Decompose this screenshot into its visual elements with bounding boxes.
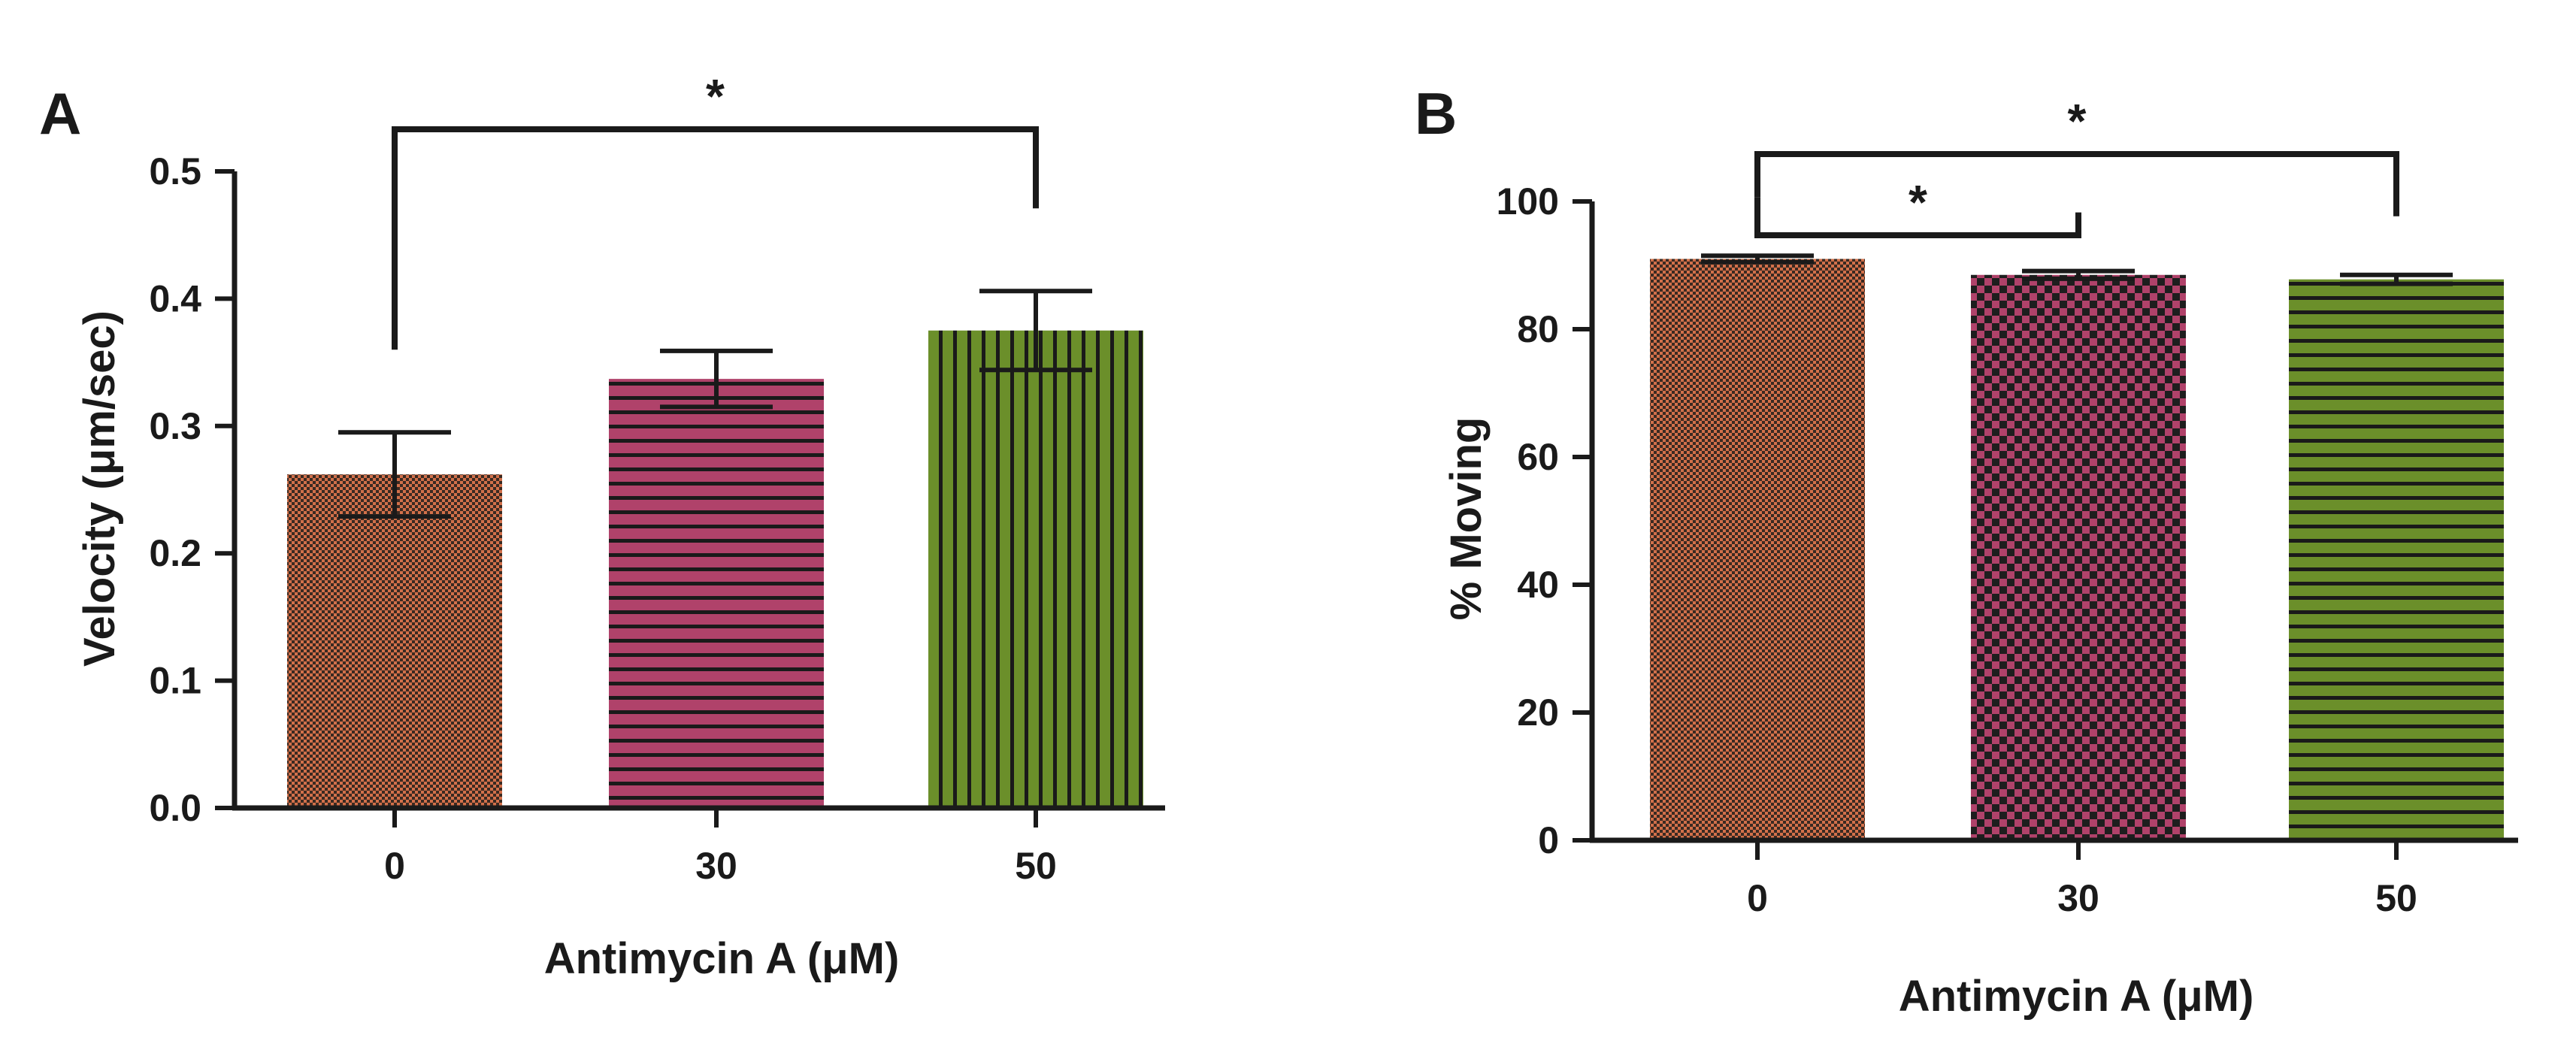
panel-b-letter: B <box>1415 80 1457 147</box>
y-tick-label: 80 <box>1517 308 1559 350</box>
significance-star: * <box>706 69 725 123</box>
bar-30 <box>1971 274 2186 840</box>
y-tick-label: 0.2 <box>149 532 201 574</box>
y-tick-label: 40 <box>1517 564 1559 606</box>
bar-50 <box>2289 279 2504 840</box>
x-tick-label: 30 <box>695 845 737 887</box>
y-tick-label: 0.1 <box>149 660 201 702</box>
significance-star: * <box>1909 175 1927 229</box>
significance-bracket <box>1754 151 2399 216</box>
y-tick-label: 20 <box>1517 691 1559 734</box>
significance-bracket <box>392 126 1039 350</box>
y-tick-label: 0 <box>1538 819 1559 861</box>
x-tick-label: 30 <box>2057 877 2099 919</box>
significance-bracket <box>1754 197 2081 238</box>
bar-0 <box>1650 259 1865 840</box>
panel-a: A 0 30 50 0.0 0.1 0.2 0.3 0.4 0.5 * Antimycin A … <box>39 69 1165 983</box>
panel-b-y-axis-title: % Moving <box>1442 417 1491 621</box>
x-tick-label: 50 <box>2375 877 2417 919</box>
y-tick-label: 100 <box>1497 180 1559 222</box>
bar-50 <box>928 330 1143 808</box>
significance-star: * <box>2068 94 2087 148</box>
panel-a-letter: A <box>39 80 81 147</box>
y-tick-label: 0.0 <box>149 787 201 829</box>
bar-30 <box>609 379 824 808</box>
y-tick-label: 0.5 <box>149 150 201 192</box>
y-tick-label: 0.4 <box>149 277 201 319</box>
panel-a-x-axis-title: Antimycin A (μM) <box>544 934 900 983</box>
x-tick-label: 0 <box>384 845 405 887</box>
x-tick-label: 50 <box>1015 845 1057 887</box>
y-tick-label: 60 <box>1517 436 1559 478</box>
bar-0 <box>287 474 502 808</box>
panel-b-x-axis-title: Antimycin A (μM) <box>1899 972 2254 1021</box>
x-tick-label: 0 <box>1747 877 1768 919</box>
y-tick-label: 0.3 <box>149 405 201 447</box>
panel-a-y-axis-title: Velocity (μm/sec) <box>75 310 124 667</box>
